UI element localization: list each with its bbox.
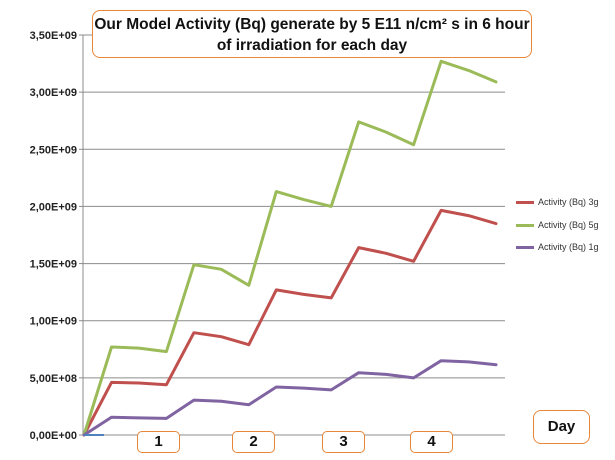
series-line-2 — [82, 359, 498, 437]
y-tick-label: 1,50E+09 — [30, 259, 77, 271]
chart-title: Our Model Activity (Bq) generate by 5 E1… — [92, 10, 532, 58]
x-category-label-2: 2 — [232, 431, 275, 453]
y-tick-label: 1,00E+09 — [30, 316, 77, 328]
y-tick-label: 5,00E+08 — [30, 373, 77, 385]
y-tick-label: 2,50E+09 — [30, 144, 77, 156]
x-category-label-4: 4 — [410, 431, 453, 453]
legend-label-1g: Activity (Bq) 1g — [538, 242, 599, 252]
x-category-label-1: 1 — [137, 431, 180, 453]
gridlines — [79, 34, 505, 436]
y-tick-labels: 0,00E+00 5,00E+08 1,00E+09 1,50E+09 2,00E+09… — [30, 30, 77, 442]
series-lines — [82, 59, 498, 437]
y-tick-label: 3,00E+09 — [30, 87, 77, 99]
y-tick-label: 3,50E+09 — [30, 30, 77, 42]
legend-swatch-1g — [516, 246, 534, 249]
series-line-1 — [82, 59, 498, 437]
legend-label-3g: Activity (Bq) 3g — [538, 197, 599, 207]
legend-label-5g: Activity (Bq) 5g — [538, 220, 599, 230]
legend-swatch-5g — [516, 224, 534, 227]
y-tick-label: 0,00E+00 — [30, 430, 77, 442]
x-axis-label: Day — [533, 410, 590, 444]
legend-swatch-3g — [516, 201, 534, 204]
x-category-label-3: 3 — [322, 431, 365, 453]
series-line-0 — [82, 208, 498, 437]
axes — [82, 35, 505, 436]
y-tick-label: 2,00E+09 — [30, 201, 77, 213]
